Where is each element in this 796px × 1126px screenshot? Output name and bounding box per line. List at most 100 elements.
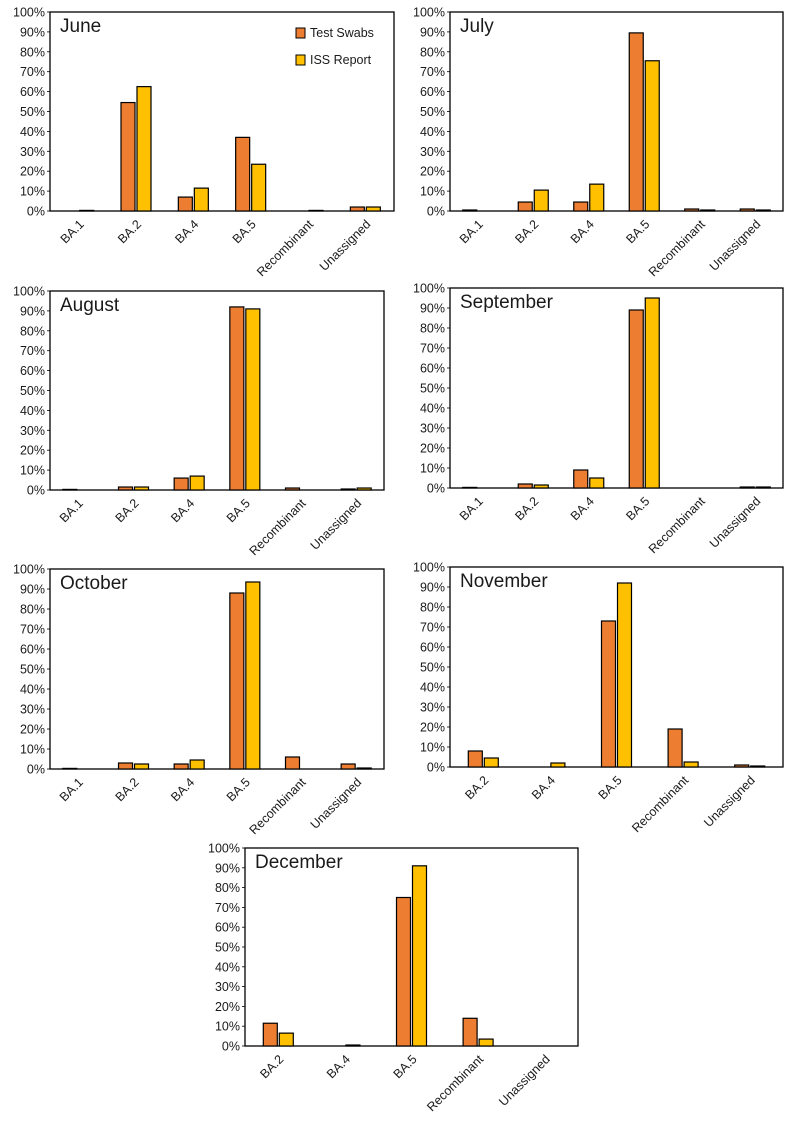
y-tick-label: 90%: [420, 581, 445, 595]
y-tick-label: 60%: [20, 643, 45, 657]
x-category-label: BA.1: [57, 775, 86, 804]
bar-test-swabs-ba-5: [600, 620, 617, 768]
y-tick-label: 10%: [20, 185, 45, 199]
x-category-label: Unassigned: [707, 494, 764, 551]
bar-iss-report-ba-5: [245, 581, 261, 770]
y-tick-label: 30%: [420, 422, 445, 436]
y-tick-label: 60%: [20, 85, 45, 99]
y-tick-label: 30%: [20, 703, 45, 717]
bar-iss-report-ba-2: [133, 763, 150, 770]
y-tick-label: 70%: [20, 623, 45, 637]
plot-frame: [449, 11, 784, 212]
x-category-label: Unassigned: [496, 1052, 553, 1109]
bar-test-swabs-ba-5: [628, 32, 644, 212]
y-tick-label: 20%: [420, 721, 445, 735]
bar-iss-report-unassigned: [750, 765, 766, 768]
bar-iss-report-ba-2: [533, 189, 549, 212]
bar-iss-report-ba-4: [550, 762, 566, 768]
bar-test-swabs-unassigned: [340, 488, 356, 491]
y-tick-label: 60%: [215, 921, 240, 935]
y-tick-label: 30%: [420, 701, 445, 715]
bar-test-swabs-unassigned: [734, 764, 750, 768]
y-tick-label: 70%: [20, 65, 45, 79]
bar-test-swabs-ba-5: [628, 309, 644, 489]
bar-test-swabs-ba-4: [173, 763, 189, 770]
panel-october: 0% 10% 20% 30% 40% 50% 60% 70% 80% 90% 100% BA.1 BA.…: [13, 563, 385, 837]
x-category-label: BA.4: [168, 496, 197, 525]
y-tick-label: 70%: [420, 621, 445, 635]
bar-iss-report-recombinant: [308, 209, 324, 212]
bar-iss-report-recombinant: [478, 1038, 494, 1047]
plot-frame: [244, 847, 579, 1047]
x-category-label: BA.1: [457, 217, 486, 246]
y-tick-label: 50%: [215, 941, 240, 955]
bar-iss-report-ba-2: [136, 86, 152, 212]
y-tick-label: 40%: [420, 402, 445, 416]
y-tick-label: 10%: [20, 743, 45, 757]
y-tick-label: 10%: [20, 464, 45, 478]
y-tick-label: 10%: [420, 185, 445, 199]
bar-test-swabs-ba-2: [262, 1022, 278, 1047]
panel-november: 0% 10% 20% 30% 40% 50% 60% 70% 80% 90% 100% BA.2 BA.…: [413, 561, 784, 835]
y-tick-label: 100%: [13, 563, 45, 577]
bar-iss-report-ba-5: [616, 582, 633, 768]
y-tick-label: 60%: [420, 85, 445, 99]
y-tick-label: 10%: [420, 462, 445, 476]
x-category-label: BA.4: [568, 494, 597, 523]
y-tick-label: 80%: [420, 322, 445, 336]
y-tick-label: 0%: [27, 205, 45, 219]
bar-test-swabs-ba-2: [467, 750, 483, 768]
panel-september: 0% 10% 20% 30% 40% 50% 60% 70% 80% 90% 100% BA.1 BA.…: [413, 282, 784, 556]
bar-test-swabs-ba-1: [62, 488, 78, 491]
y-tick-label: 20%: [420, 165, 445, 179]
x-category-label: Unassigned: [308, 775, 365, 832]
bar-test-swabs-ba-5: [229, 592, 245, 770]
bar-iss-report-ba-5: [644, 297, 660, 489]
x-category-label: Recombinant: [629, 773, 691, 835]
bar-test-swabs-ba-2: [517, 483, 533, 489]
y-tick-label: 100%: [13, 285, 45, 299]
y-tick-label: 100%: [413, 282, 445, 296]
y-tick-label: 80%: [420, 45, 445, 59]
bar-test-swabs-ba-4: [573, 201, 589, 212]
y-tick-label: 100%: [413, 6, 445, 20]
plot-frame: [449, 287, 784, 489]
bar-iss-report-recombinant: [700, 209, 716, 212]
bar-test-swabs-ba-2: [117, 486, 134, 491]
y-tick-label: 0%: [427, 761, 445, 775]
bar-iss-report-unassigned: [356, 767, 372, 770]
bar-iss-report-ba-4: [345, 1044, 361, 1047]
bar-iss-report-ba-5: [251, 163, 267, 212]
x-category-label: BA.1: [58, 217, 87, 246]
y-tick-label: 90%: [20, 25, 45, 39]
y-tick-label: 60%: [420, 362, 445, 376]
x-category-label: Recombinant: [646, 494, 708, 556]
bar-test-swabs-recombinant: [284, 756, 301, 770]
x-category-label: BA.5: [623, 217, 652, 246]
y-tick-label: 30%: [20, 424, 45, 438]
y-tick-label: 0%: [427, 205, 445, 219]
bar-test-swabs-recombinant: [667, 728, 683, 768]
bar-test-swabs-ba-2: [117, 762, 134, 770]
x-category-label: BA.2: [257, 1052, 286, 1081]
y-tick-label: 60%: [420, 641, 445, 655]
x-category-label: Unassigned: [701, 773, 758, 830]
bar-test-swabs-ba-1: [462, 486, 478, 489]
y-tick-label: 40%: [420, 125, 445, 139]
x-category-label: BA.4: [172, 217, 201, 246]
bar-test-swabs-recombinant: [462, 1017, 478, 1047]
x-category-label: BA.5: [596, 773, 625, 802]
y-tick-label: 10%: [215, 1020, 240, 1034]
legend-swatch-test-swabs: [295, 27, 306, 39]
x-category-label: BA.1: [57, 496, 86, 525]
y-tick-label: 80%: [20, 45, 45, 59]
panel-title: August: [60, 295, 120, 316]
legend-label-test-swabs: Test Swabs: [310, 26, 374, 40]
panel-title: June: [60, 16, 101, 37]
y-tick-label: 90%: [20, 583, 45, 597]
y-tick-label: 10%: [420, 741, 445, 755]
bar-iss-report-ba-4: [589, 183, 605, 212]
bar-test-swabs-ba-2: [517, 201, 533, 212]
y-tick-label: 100%: [208, 842, 240, 856]
